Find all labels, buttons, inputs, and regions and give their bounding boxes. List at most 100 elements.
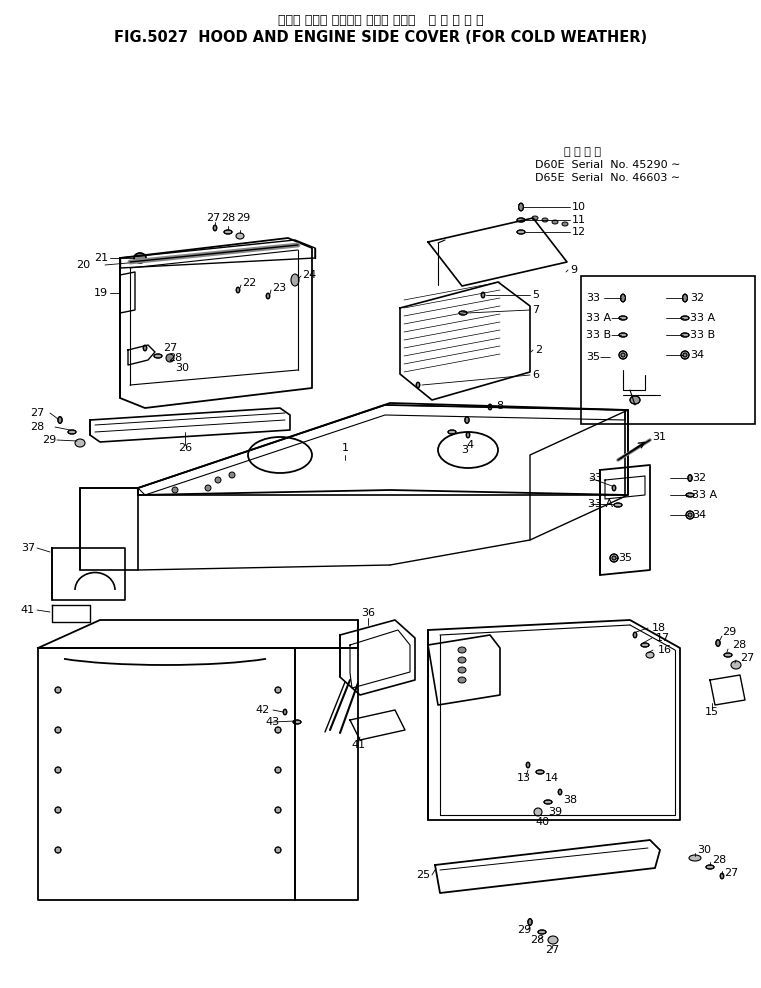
Ellipse shape <box>229 472 235 478</box>
Text: 41: 41 <box>351 740 365 750</box>
Text: 適 用 号 機: 適 用 号 機 <box>564 147 601 157</box>
Ellipse shape <box>716 639 720 646</box>
Text: 11: 11 <box>572 215 586 225</box>
Ellipse shape <box>275 687 281 693</box>
Text: 25: 25 <box>416 870 430 880</box>
Text: 33 B: 33 B <box>690 330 715 340</box>
Ellipse shape <box>681 351 689 359</box>
Text: 29: 29 <box>42 435 56 445</box>
Ellipse shape <box>689 855 701 861</box>
Ellipse shape <box>544 800 552 804</box>
Ellipse shape <box>534 808 542 816</box>
Ellipse shape <box>612 556 616 560</box>
Text: 7: 7 <box>532 305 539 315</box>
Bar <box>581 276 755 424</box>
Ellipse shape <box>688 513 692 517</box>
Text: 27: 27 <box>545 945 559 955</box>
Text: 34: 34 <box>690 350 704 360</box>
Text: 28: 28 <box>732 640 747 650</box>
Text: 35: 35 <box>618 553 632 563</box>
Ellipse shape <box>683 294 687 302</box>
Text: FIG.5027  HOOD AND ENGINE SIDE COVER (FOR COLD WEATHER): FIG.5027 HOOD AND ENGINE SIDE COVER (FOR… <box>114 30 648 45</box>
Text: 4: 4 <box>466 440 473 450</box>
Text: 41: 41 <box>21 605 35 615</box>
Ellipse shape <box>154 354 162 358</box>
Ellipse shape <box>458 667 466 673</box>
Text: 34: 34 <box>692 510 706 520</box>
Ellipse shape <box>552 220 558 224</box>
Ellipse shape <box>275 767 281 773</box>
Ellipse shape <box>683 353 687 357</box>
Ellipse shape <box>532 216 538 220</box>
Ellipse shape <box>55 807 61 813</box>
Text: 1: 1 <box>342 443 349 453</box>
Ellipse shape <box>213 225 217 231</box>
Text: 42: 42 <box>256 705 270 715</box>
Text: 27: 27 <box>740 653 754 663</box>
Ellipse shape <box>448 430 456 434</box>
Text: 8: 8 <box>496 401 503 411</box>
Text: 30: 30 <box>175 363 189 373</box>
Ellipse shape <box>548 936 558 944</box>
Ellipse shape <box>633 632 637 637</box>
Text: 35—: 35— <box>586 352 611 362</box>
Ellipse shape <box>641 643 649 647</box>
Text: 29: 29 <box>236 213 250 223</box>
Text: 10: 10 <box>572 202 586 212</box>
Text: 37: 37 <box>21 543 35 553</box>
Ellipse shape <box>275 727 281 733</box>
Ellipse shape <box>489 404 492 410</box>
Text: 33 B—: 33 B— <box>586 330 622 340</box>
Text: フード および エンジン サイド カバー   寒 冷 地 仕 機: フード および エンジン サイド カバー 寒 冷 地 仕 機 <box>279 14 484 27</box>
Text: 27: 27 <box>724 868 738 878</box>
Ellipse shape <box>466 433 470 438</box>
Ellipse shape <box>224 230 232 234</box>
Text: 32: 32 <box>690 293 704 303</box>
Text: 39: 39 <box>548 807 562 817</box>
Ellipse shape <box>293 720 301 724</box>
Text: 16: 16 <box>658 645 672 655</box>
Ellipse shape <box>724 653 732 657</box>
Text: 18: 18 <box>652 623 666 633</box>
Ellipse shape <box>681 333 689 337</box>
Ellipse shape <box>143 345 147 351</box>
Ellipse shape <box>619 351 627 359</box>
Ellipse shape <box>416 382 420 387</box>
Text: 33: 33 <box>586 293 600 303</box>
Text: 28: 28 <box>30 422 44 432</box>
Ellipse shape <box>55 847 61 853</box>
Text: 3: 3 <box>461 445 469 455</box>
Ellipse shape <box>686 493 694 497</box>
Text: 33 A: 33 A <box>588 499 613 509</box>
Ellipse shape <box>459 311 467 315</box>
Text: 24: 24 <box>302 270 317 280</box>
Ellipse shape <box>266 293 269 298</box>
Ellipse shape <box>55 687 61 693</box>
Text: 38: 38 <box>563 795 577 805</box>
Text: 29: 29 <box>722 627 736 637</box>
Ellipse shape <box>58 417 62 423</box>
Ellipse shape <box>517 230 525 234</box>
Text: D60E  Serial  No. 45290 ∼: D60E Serial No. 45290 ∼ <box>535 160 680 170</box>
Text: 28: 28 <box>168 353 182 363</box>
Ellipse shape <box>731 661 741 669</box>
Ellipse shape <box>55 767 61 773</box>
Text: 12: 12 <box>572 227 586 237</box>
Text: 26: 26 <box>178 443 192 453</box>
Text: 23: 23 <box>272 283 286 293</box>
Ellipse shape <box>215 477 221 483</box>
Text: 40: 40 <box>535 817 549 827</box>
Ellipse shape <box>621 353 625 357</box>
Text: 2: 2 <box>535 345 542 355</box>
Text: 14: 14 <box>545 773 559 783</box>
Ellipse shape <box>75 439 85 447</box>
Ellipse shape <box>562 222 568 226</box>
Text: 21: 21 <box>94 253 108 263</box>
Ellipse shape <box>517 218 525 222</box>
Ellipse shape <box>458 647 466 653</box>
Text: 36: 36 <box>361 608 375 618</box>
Text: 27: 27 <box>163 343 177 353</box>
Ellipse shape <box>236 288 240 292</box>
Ellipse shape <box>620 294 626 302</box>
Text: 27: 27 <box>206 213 220 223</box>
